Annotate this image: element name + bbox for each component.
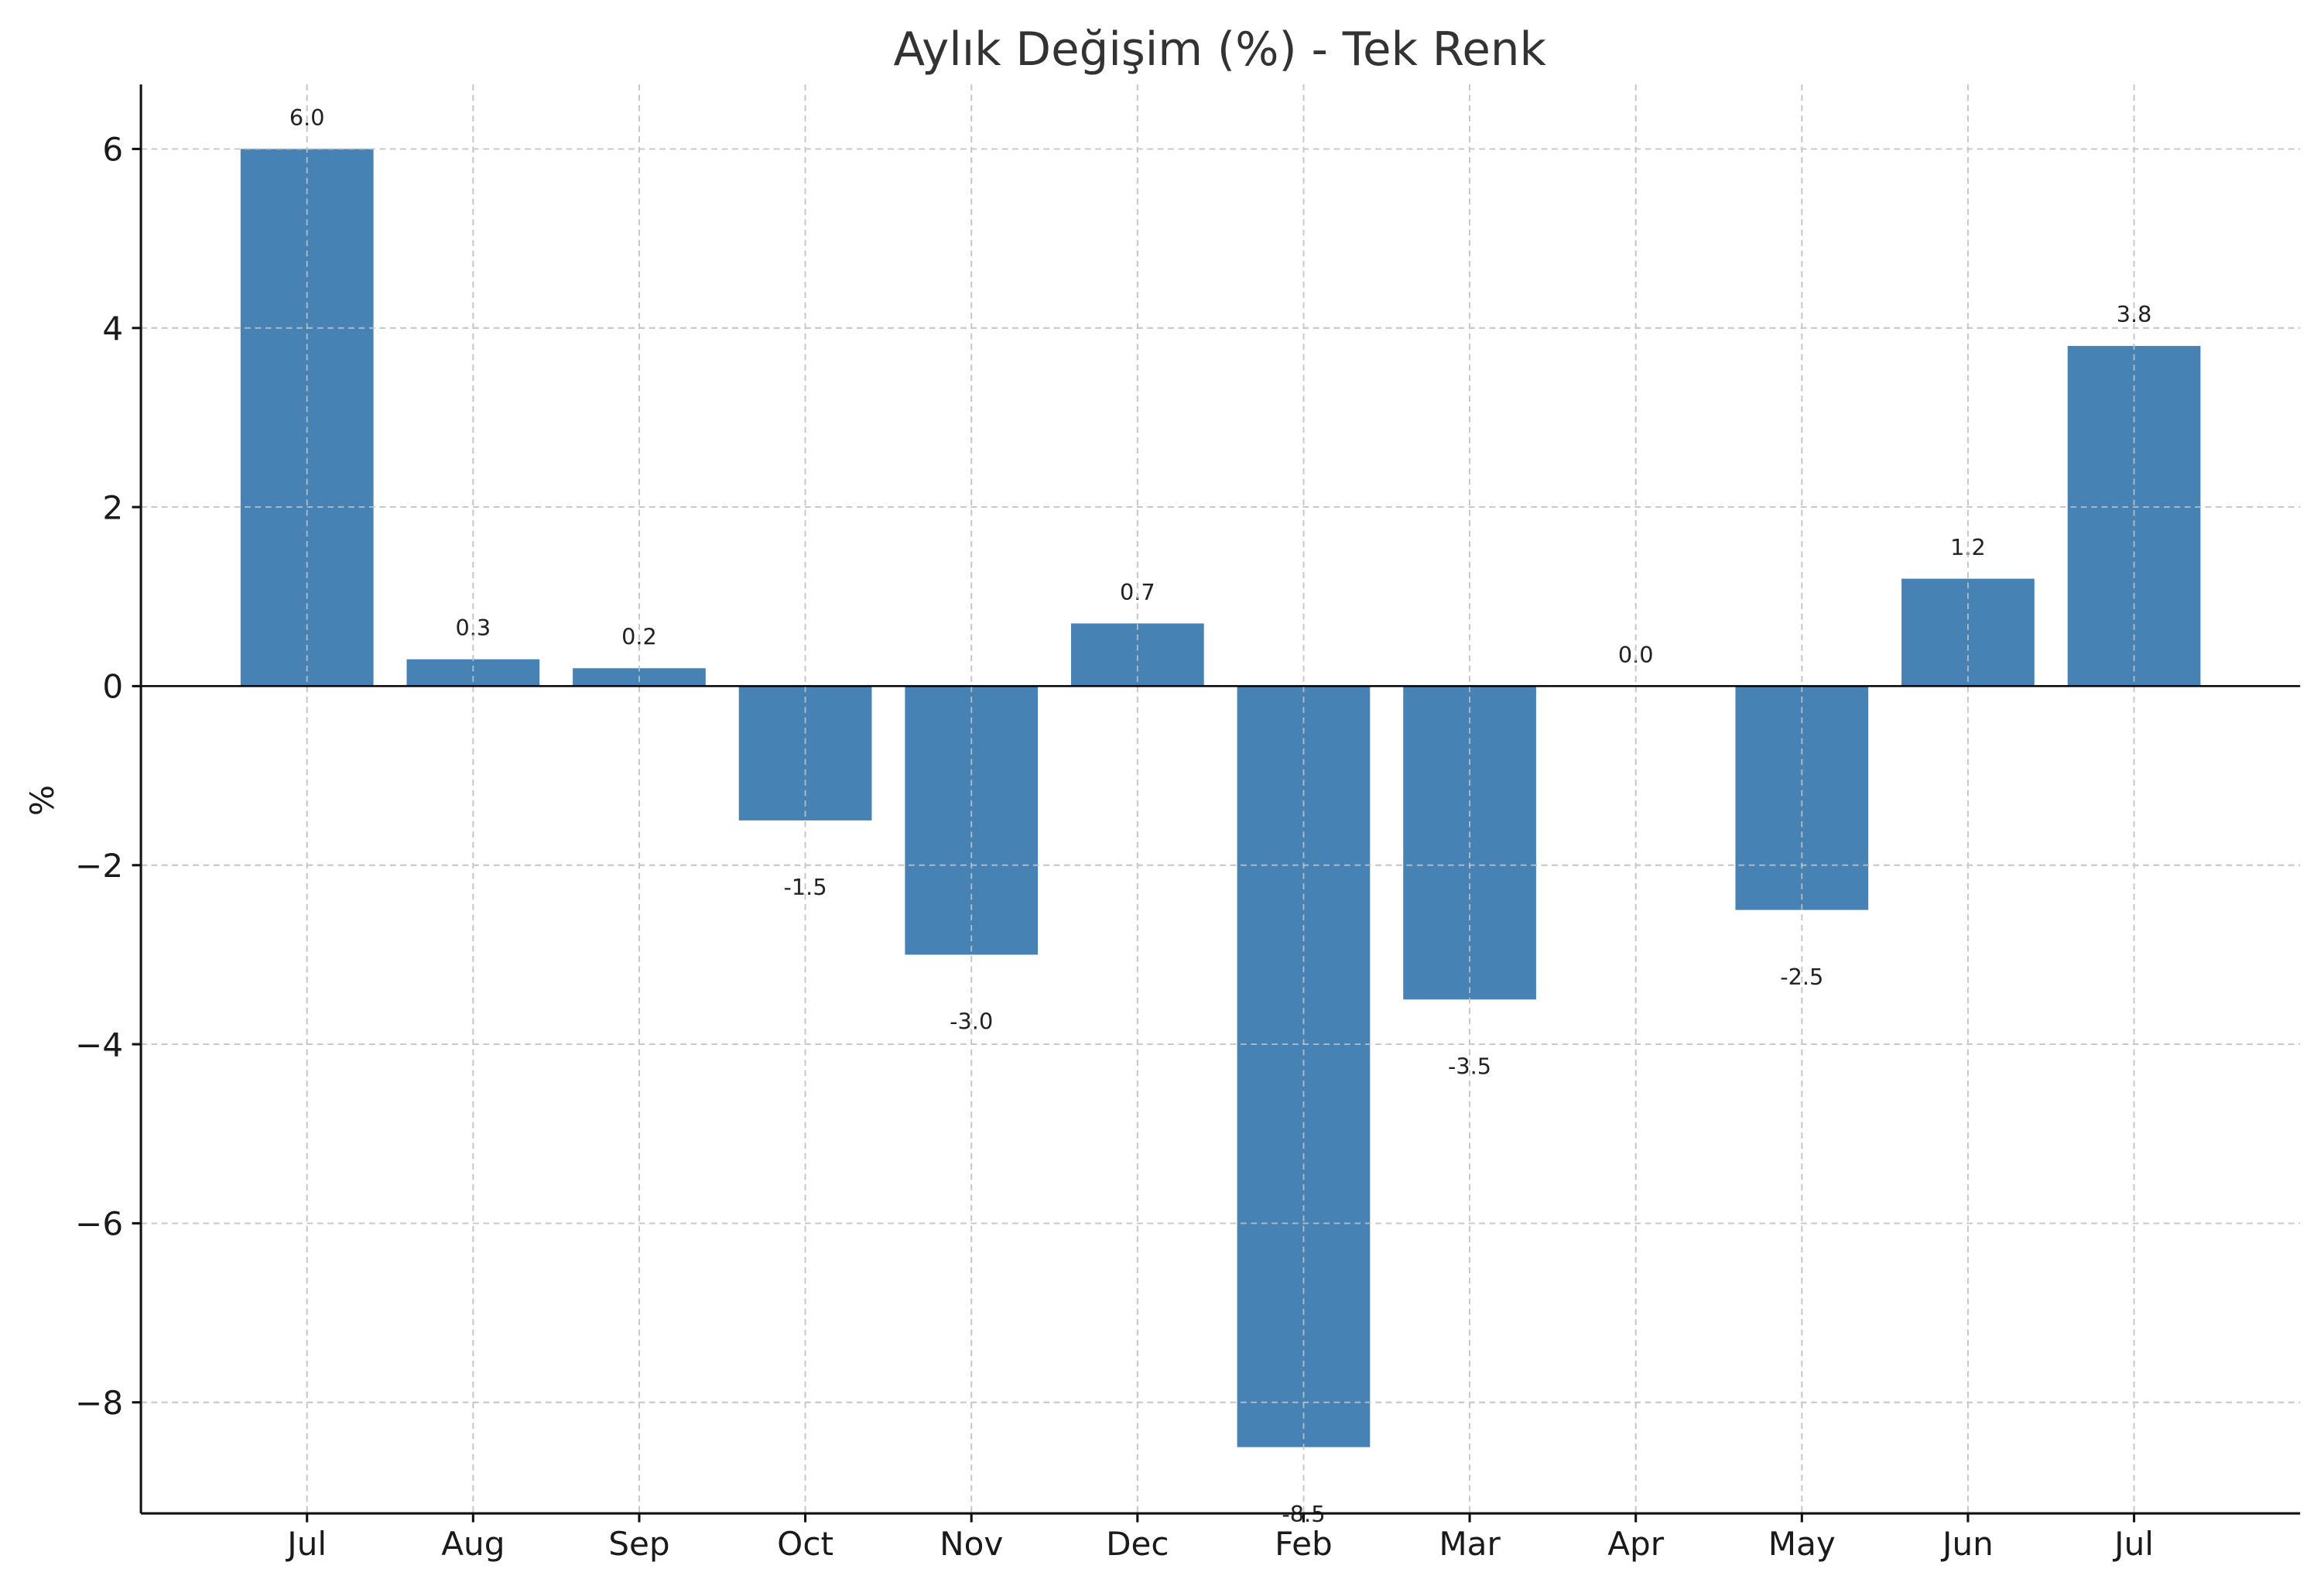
y-tick-label: −6: [75, 1205, 123, 1243]
x-tick-label: Sep: [608, 1525, 669, 1563]
y-tick-label: 4: [102, 310, 123, 348]
x-tick-label: Dec: [1106, 1525, 1169, 1563]
bar-nov: [905, 686, 1039, 955]
bar-may: [1735, 686, 1869, 910]
y-axis-label: %: [23, 785, 61, 816]
value-labels: 6.00.30.2-1.5-3.00.7-8.5-3.50.0-2.51.23.…: [141, 84, 2301, 1527]
bar-aug: [406, 659, 540, 687]
y-tick-label: 6: [102, 131, 123, 169]
x-tick-label: Feb: [1275, 1525, 1333, 1563]
x-tick-label: Jun: [1940, 1525, 1994, 1563]
x-tick-label: Nov: [940, 1525, 1003, 1563]
bars: [240, 149, 2201, 1447]
y-tick-label: −4: [75, 1026, 123, 1064]
bar-dec: [1070, 623, 1204, 687]
gridlines: [141, 84, 2301, 1514]
y-tick-label: −2: [75, 847, 123, 885]
x-tick-label: Apr: [1607, 1525, 1665, 1563]
x-tick-label: Mar: [1439, 1525, 1501, 1563]
x-tick-label: Jul: [2112, 1525, 2154, 1563]
y-tick-label: −8: [75, 1384, 123, 1422]
x-tick-label: Aug: [441, 1525, 505, 1563]
chart-title: Aylık Değişim (%) - Tek Renk: [894, 22, 1547, 76]
x-tick-label: Jul: [285, 1525, 327, 1563]
axes: −8 −6 −4 −2 0 2 4 6 Jul Aug Sep Oct Nov Dec Feb Mar Apr M…: [75, 84, 2301, 1563]
x-tick-label: Oct: [777, 1525, 833, 1563]
x-tick-label: May: [1768, 1525, 1836, 1563]
y-tick-label: 2: [102, 488, 123, 526]
y-tick-label: 0: [102, 668, 123, 706]
